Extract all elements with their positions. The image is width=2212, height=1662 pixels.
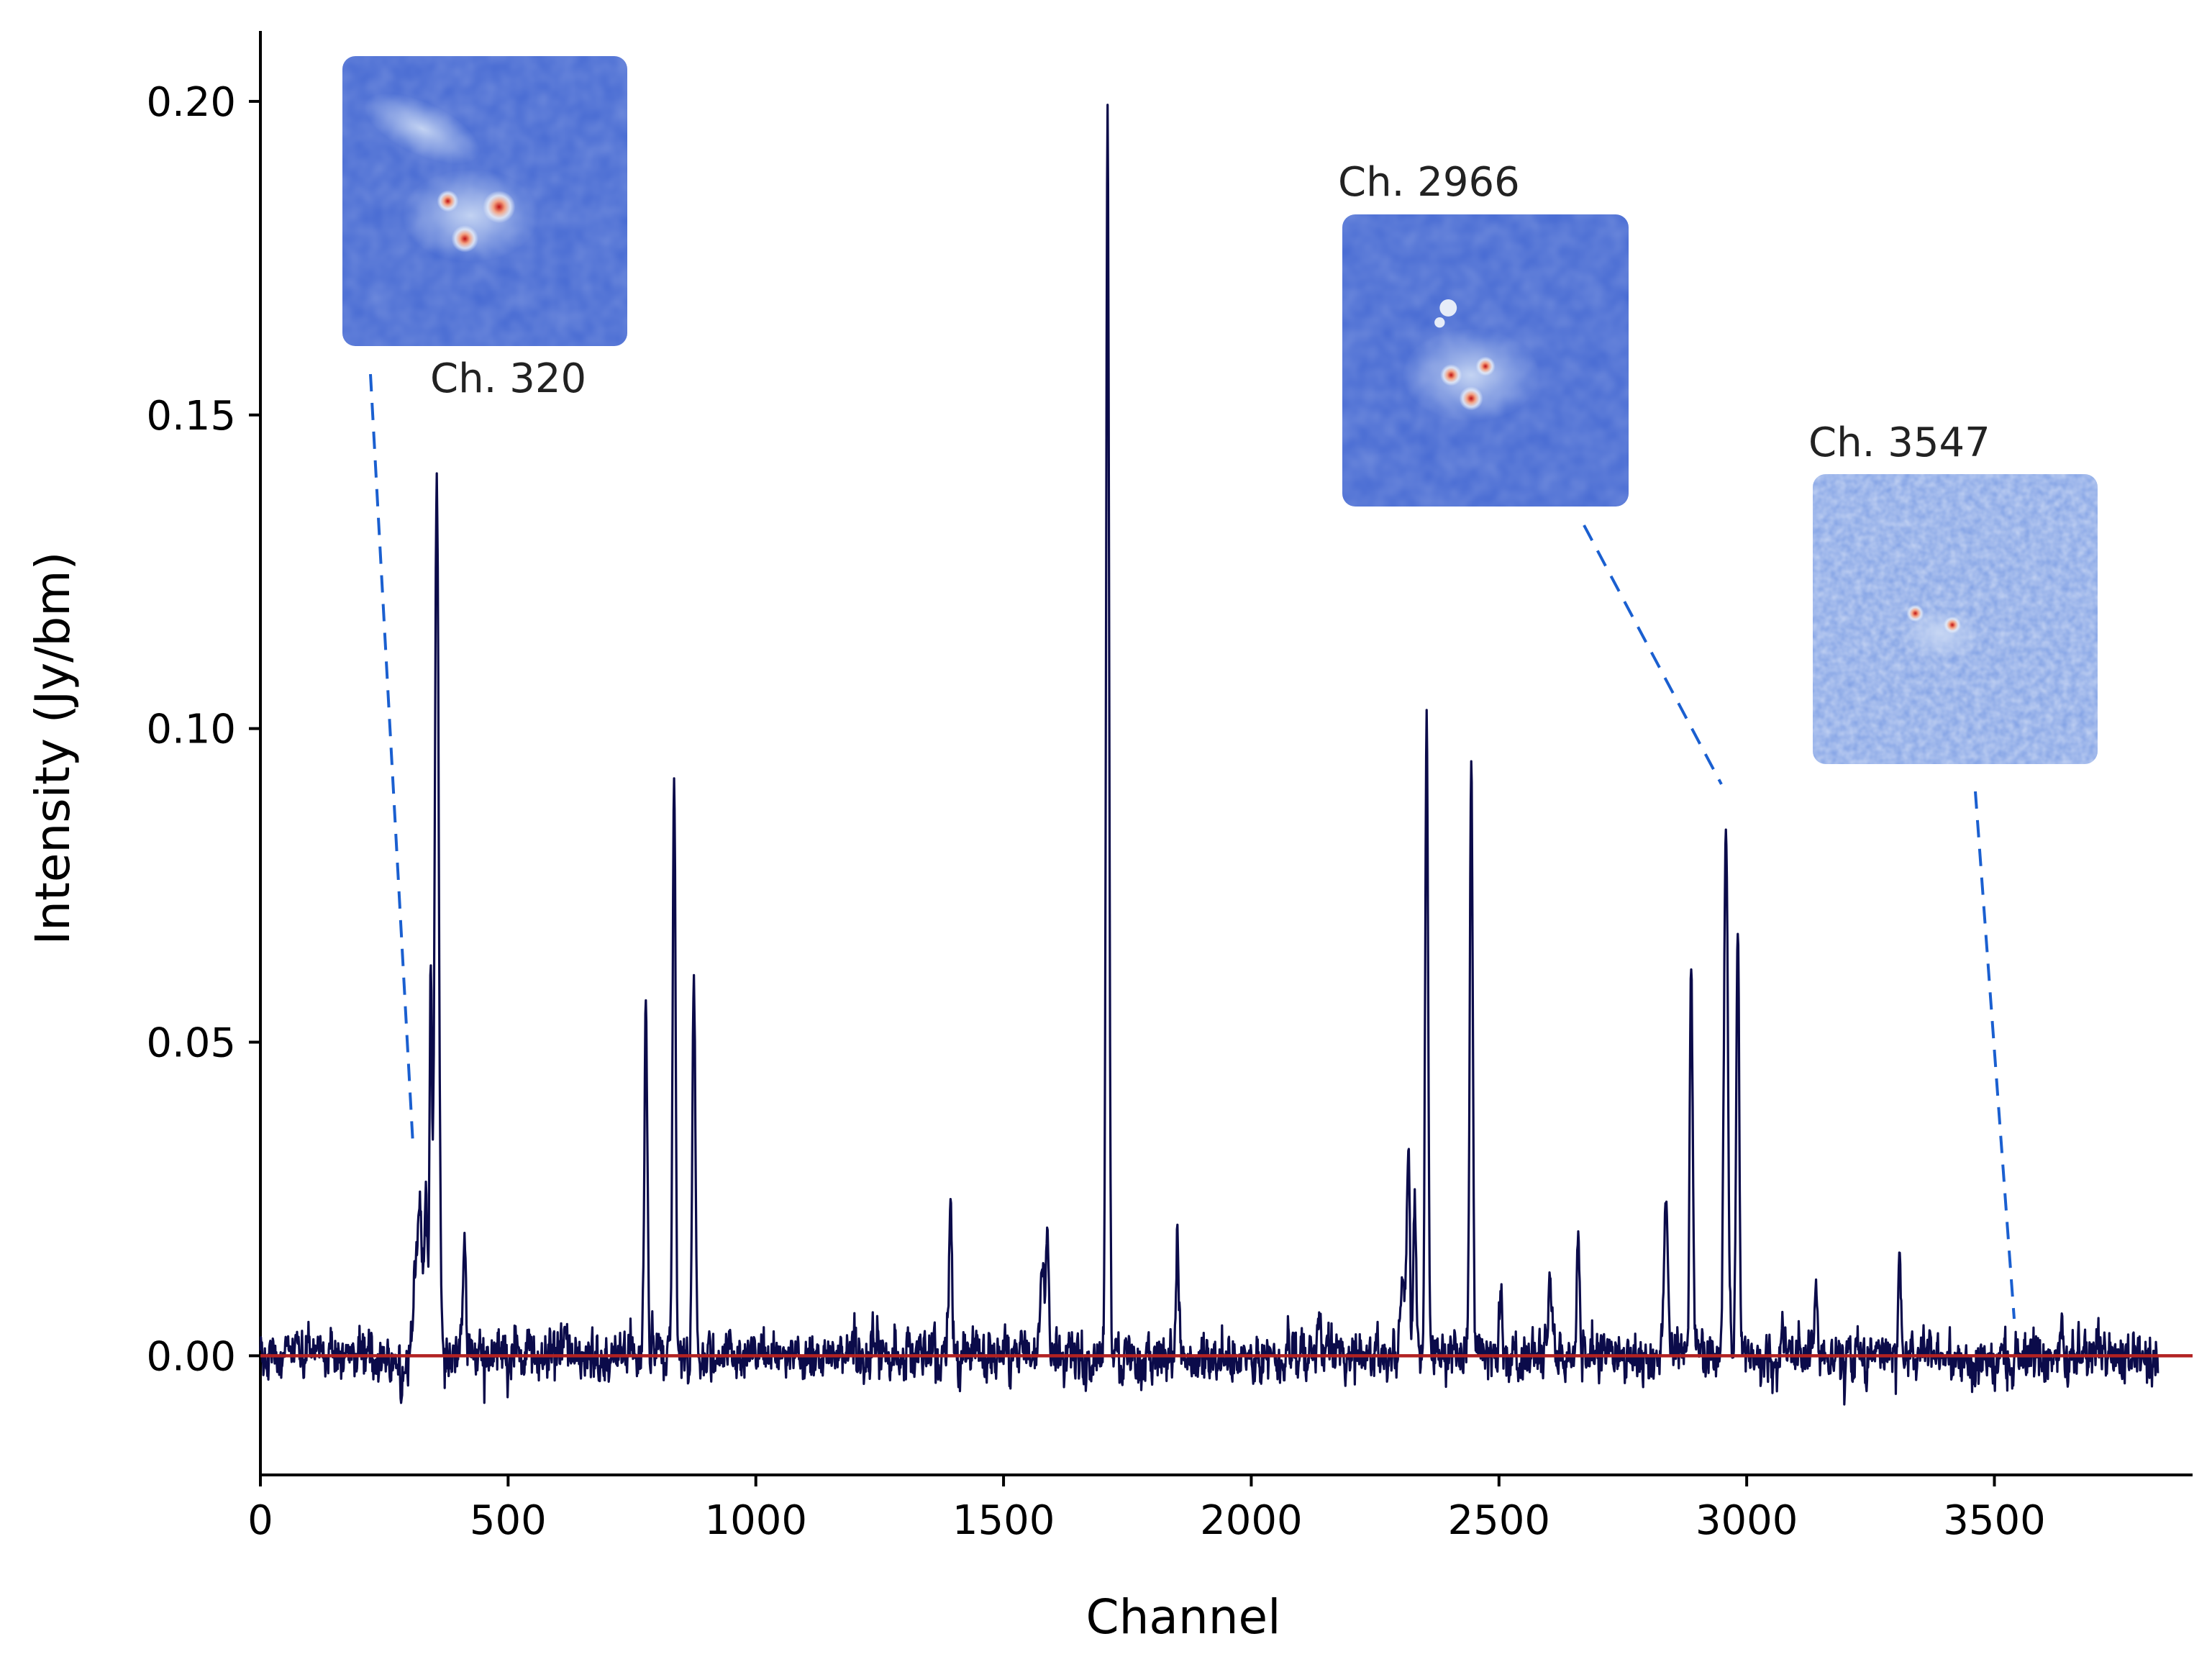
x-tick-label: 2000 [1200,1497,1303,1544]
inset-emission-peak [1459,386,1483,411]
inset-emission-peak [483,190,516,224]
x-tick-label: 3000 [1696,1497,1798,1544]
inset-emission-halo [1402,328,1540,422]
channel-map-inset [342,56,627,346]
y-axis-title: Intensity (Jy/bm) [25,552,81,945]
inset-emission-peak [451,225,479,253]
inset-emission-peak [437,190,459,212]
x-tick-label: 1000 [704,1497,807,1544]
inset-channel-label: Ch. 320 [430,355,586,402]
axes [259,31,2193,1476]
inset-leader-line [1974,791,2016,1320]
ticks-layer: 0 500 1000 1500 2000 2500 3000 3500 0.00 0.05 0.10… [146,79,2045,1544]
y-tick-label: 0.20 [146,79,236,126]
leader-layer [369,373,2016,1320]
y-tick-label: 0.00 [146,1333,236,1380]
x-tick-label: 500 [470,1497,547,1544]
inset-leader-line [1583,525,1723,785]
inset-emission-peak [1944,616,1962,634]
x-axis-title: Channel [1086,1589,1281,1645]
y-tick-label: 0.15 [146,393,236,440]
inset-leader-line [369,373,414,1145]
spectrum-line [259,104,2159,1406]
inset-emission-halo [1901,607,1981,660]
x-tick-label: 2500 [1448,1497,1551,1544]
y-tick-label: 0.10 [146,707,236,753]
y-tick-label: 0.05 [146,1020,236,1067]
x-tick-label: 0 [247,1497,273,1544]
inset-emission-peak [1475,356,1496,376]
inset-emission-knot [1439,299,1457,317]
inset-channel-label: Ch. 2966 [1338,159,1520,206]
inset-emission-peak [1440,364,1462,386]
inset-emission-knot [1434,317,1445,328]
inset-emission-halo [364,93,481,165]
x-tick-label: 3500 [1943,1497,2046,1544]
series-layer [259,104,2159,1406]
inset-emission-peak [1906,604,1924,622]
inset-channel-label: Ch. 3547 [1808,419,1990,466]
inset-layer: Ch. 320 Ch. 2966 Ch. 3547 [342,56,2098,764]
x-tick-label: 1500 [952,1497,1055,1544]
channel-map-inset [1342,214,1629,507]
channel-map-inset [1813,474,2098,764]
